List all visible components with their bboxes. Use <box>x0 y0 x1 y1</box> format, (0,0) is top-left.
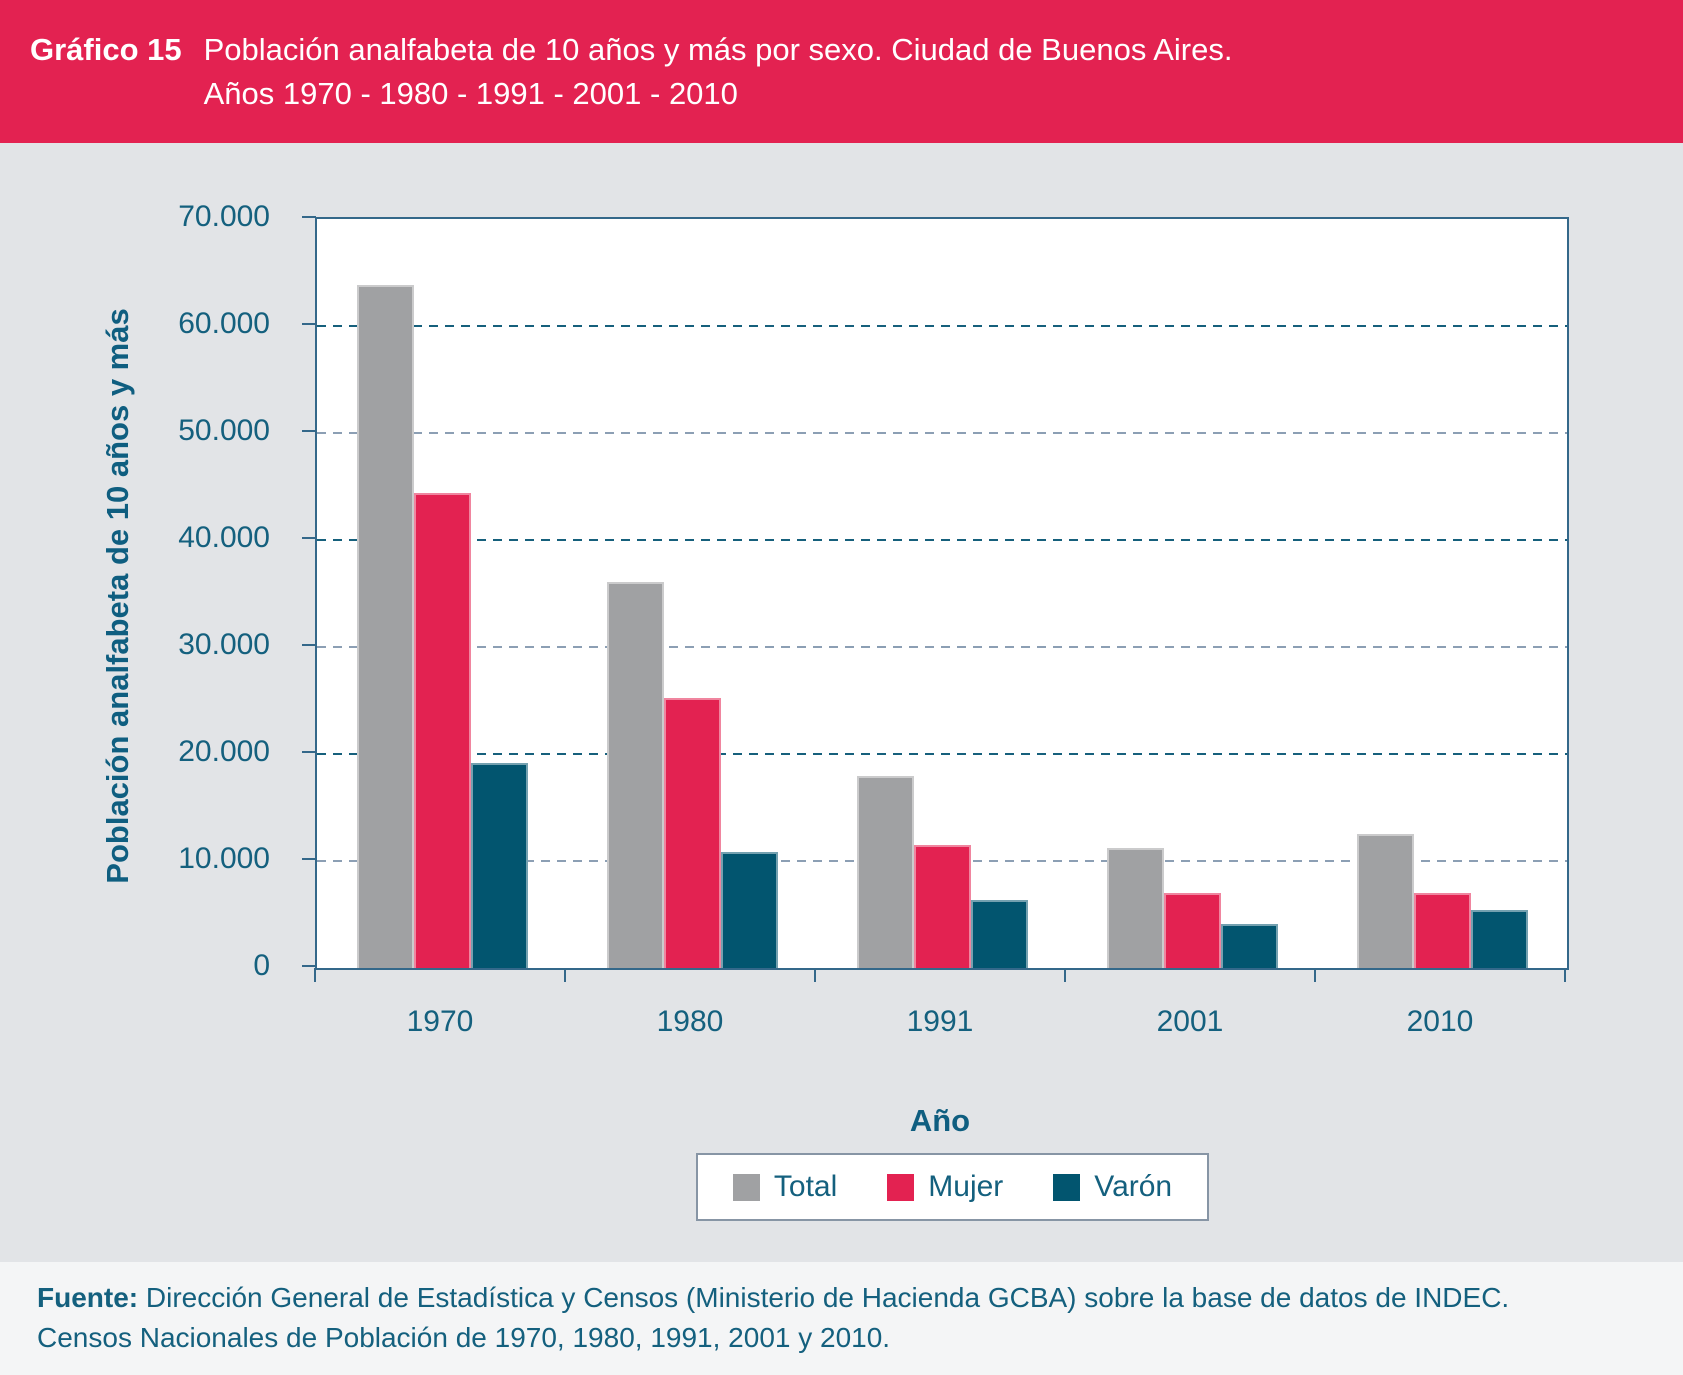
gridline-60000 <box>317 325 1567 327</box>
legend-swatch-total <box>732 1173 760 1201</box>
bar-total-2001 <box>1106 848 1164 968</box>
bar-var-n-2010 <box>1470 910 1528 968</box>
legend-item-total: Total <box>732 1170 838 1204</box>
legend-box: Total Mujer Varón <box>696 1153 1209 1221</box>
x-axis-tick-2 <box>814 968 816 982</box>
plot-area <box>315 217 1569 970</box>
source-line2: Censos Nacionales de Población de 1970, … <box>37 1322 891 1353</box>
chart-title-line2: Años 1970 - 1980 - 1991 - 2001 - 2010 <box>203 76 738 111</box>
source-label: Fuente: <box>37 1282 139 1313</box>
y-tick-label-30000: 30.000 <box>178 628 270 661</box>
x-tick-label-2001: 2001 <box>1156 1005 1224 1038</box>
y-axis-tick-60000 <box>302 323 316 325</box>
gridline-50000 <box>317 432 1567 434</box>
y-tick-label-50000: 50.000 <box>178 414 270 447</box>
chart-title-line1: Población analfabeta de 10 años y más po… <box>203 32 1233 67</box>
bar-var-n-1970 <box>470 762 528 968</box>
x-tick-label-1970: 1970 <box>406 1005 474 1038</box>
y-axis-tick-20000 <box>302 751 316 753</box>
source-line1: Dirección General de Estadística y Censo… <box>145 1282 1510 1313</box>
bar-var-n-1991 <box>970 899 1028 968</box>
bar-mujer-2010 <box>1413 893 1471 968</box>
x-axis-tick-5 <box>1564 968 1566 982</box>
chart-title: Población analfabeta de 10 años y más po… <box>204 28 1233 116</box>
bar-total-2010 <box>1356 834 1414 968</box>
bar-total-1970 <box>356 285 414 968</box>
gridline-20000 <box>317 753 1567 755</box>
x-axis-tick-4 <box>1314 968 1316 982</box>
y-axis-tick-50000 <box>302 430 316 432</box>
bar-total-1991 <box>856 776 914 968</box>
legend-item-mujer: Mujer <box>887 1170 1003 1204</box>
bar-var-n-1980 <box>720 852 778 968</box>
chart-header-band: Gráfico 15 Población analfabeta de 10 añ… <box>0 0 1683 143</box>
x-axis-tick-3 <box>1064 968 1066 982</box>
y-tick-label-20000: 20.000 <box>178 735 270 768</box>
y-axis-tick-0 <box>302 965 316 967</box>
legend-label-var-n: Varón <box>1094 1170 1173 1203</box>
y-axis-tick-40000 <box>302 537 316 539</box>
y-axis-tick-30000 <box>302 644 316 646</box>
y-tick-label-0: 0 <box>253 949 270 982</box>
y-axis-title: Población analfabeta de 10 años y más <box>100 308 135 884</box>
legend-label-mujer: Mujer <box>928 1170 1004 1203</box>
x-axis-tick-0 <box>314 968 316 982</box>
y-tick-label-10000: 10.000 <box>178 842 270 875</box>
bar-mujer-1970 <box>413 492 471 968</box>
legend-swatch-var-n <box>1053 1173 1081 1201</box>
gridline-40000 <box>317 539 1567 541</box>
x-tick-label-1991: 1991 <box>906 1005 974 1038</box>
bar-var-n-2001 <box>1220 924 1278 968</box>
x-axis-tick-1 <box>564 968 566 982</box>
gridline-30000 <box>317 646 1567 648</box>
bar-mujer-2001 <box>1163 893 1221 968</box>
bar-total-1980 <box>606 581 664 968</box>
y-axis-tick-70000 <box>302 216 316 218</box>
y-axis-tick-10000 <box>302 858 316 860</box>
source-text: Fuente: Dirección General de Estadística… <box>0 1262 1683 1358</box>
bar-mujer-1980 <box>663 698 721 968</box>
x-tick-label-2010: 2010 <box>1406 1005 1474 1038</box>
y-tick-label-70000: 70.000 <box>178 200 270 233</box>
y-tick-label-60000: 60.000 <box>178 307 270 340</box>
legend-item-var-n: Varón <box>1053 1170 1172 1204</box>
y-tick-label-40000: 40.000 <box>178 521 270 554</box>
legend-swatch-mujer <box>887 1173 915 1201</box>
x-axis-title: Año <box>909 1103 971 1138</box>
x-tick-label-1980: 1980 <box>656 1005 724 1038</box>
bar-mujer-1991 <box>913 844 971 968</box>
legend-label-total: Total <box>773 1170 838 1203</box>
source-footer: Fuente: Dirección General de Estadística… <box>0 1262 1683 1375</box>
chart-number-label: Gráfico 15 <box>30 32 182 67</box>
